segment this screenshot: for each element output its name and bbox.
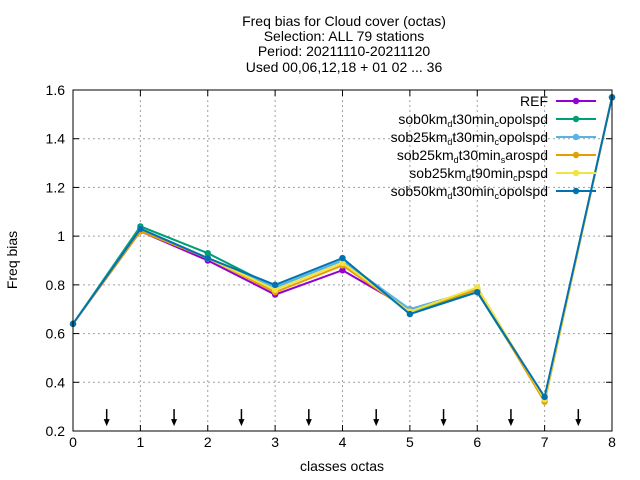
data-point (339, 267, 346, 274)
y-tick-label: 0.8 (46, 277, 66, 293)
series-6 (69, 94, 616, 401)
legend: REF sob0kmdt30mincopolspdsob25kmdt30minco… (391, 93, 596, 201)
x-tick-label: 0 (69, 434, 77, 450)
data-point (271, 286, 279, 293)
data-point (339, 254, 346, 262)
x-tick-label: 4 (339, 434, 347, 450)
down-arrow-marker (305, 409, 312, 427)
x-tick-label: 2 (204, 434, 212, 450)
legend-marker (572, 187, 580, 195)
legend-entry: sob25kmdt30minsarospd (397, 147, 596, 165)
data-point (204, 254, 211, 262)
axis-ticks (72, 89, 613, 432)
arrow-head (507, 419, 514, 427)
y-tick-labels: 0.2 0.4 0.6 0.8 1 1.2 1.4 1.6 (46, 82, 66, 439)
arrow-head (238, 419, 245, 427)
legend-label: REF (520, 93, 548, 109)
legend-marker (572, 151, 580, 159)
legend-marker (572, 97, 580, 105)
data-point (339, 259, 346, 267)
series-lines (69, 94, 616, 405)
arrow-head (440, 419, 447, 427)
down-arrow-marker (373, 409, 380, 427)
x-tick-label: 1 (136, 434, 144, 450)
legend-label: sob25kmdt30minsarospd (397, 147, 548, 165)
legend-marker (572, 133, 580, 141)
class-boundary-arrows (103, 409, 582, 427)
legend-entry: sob50kmdt30mincopolspd (391, 183, 596, 201)
y-tick-label: 0.6 (46, 326, 66, 342)
x-tick-label: 7 (541, 434, 549, 450)
data-point (474, 288, 481, 296)
x-tick-label: 3 (271, 434, 279, 450)
legend-label: sob0kmdt30mincopolspd (398, 111, 548, 129)
y-axis-label: Freq bias (4, 231, 20, 289)
x-tick-labels: 0 1 2 3 4 5 6 7 8 (69, 434, 616, 450)
down-arrow-marker (103, 409, 110, 427)
arrow-head (575, 419, 582, 427)
arrow-head (103, 419, 110, 427)
legend-entry: REF (520, 93, 596, 109)
y-tick-label: 1.6 (46, 82, 66, 98)
legend-entry: sob25kmdt30mincopolspd (391, 129, 596, 147)
legend-marker (572, 115, 580, 123)
title-line-2: Selection: ALL 79 stations (264, 28, 425, 44)
chart-title: Freq bias for Cloud cover (octas) Select… (242, 13, 446, 75)
y-tick-label: 1 (57, 228, 65, 244)
legend-label: sob25kmdt90mincpspd (409, 165, 548, 183)
data-point (541, 393, 548, 401)
down-arrow-marker (575, 409, 582, 427)
down-arrow-marker (171, 409, 178, 427)
data-point (137, 225, 144, 233)
x-tick-label: 6 (473, 434, 481, 450)
legend-entry: sob25kmdt90mincpspd (409, 165, 596, 183)
title-line-3: Period: 20211110-20211120 (258, 43, 431, 59)
legend-label: sob50kmdt30mincopolspd (391, 183, 548, 201)
y-tick-label: 1.2 (46, 179, 66, 195)
title-line-1: Freq bias for Cloud cover (octas) (242, 13, 446, 29)
y-tick-label: 1.4 (46, 131, 66, 147)
arrow-head (171, 419, 178, 427)
title-line-4: Used 00,06,12,18 + 01 02 ... 36 (246, 59, 443, 75)
legend-label: sob25kmdt30mincopolspd (391, 129, 548, 147)
arrow-head (373, 419, 380, 427)
data-point (204, 249, 211, 257)
x-axis-label: classes octas (300, 458, 384, 474)
y-tick-label: 0.4 (46, 374, 66, 390)
legend-entry: sob0kmdt30mincopolspd (398, 111, 596, 129)
down-arrow-marker (440, 409, 447, 427)
legend-marker (572, 169, 580, 177)
down-arrow-marker (507, 409, 514, 427)
y-tick-label: 0.2 (46, 423, 66, 439)
arrow-head (305, 419, 312, 427)
data-point (474, 284, 481, 291)
x-tick-label: 8 (608, 434, 616, 450)
data-point (406, 310, 414, 318)
down-arrow-marker (238, 409, 245, 427)
data-point (271, 281, 279, 289)
x-tick-label: 5 (406, 434, 414, 450)
